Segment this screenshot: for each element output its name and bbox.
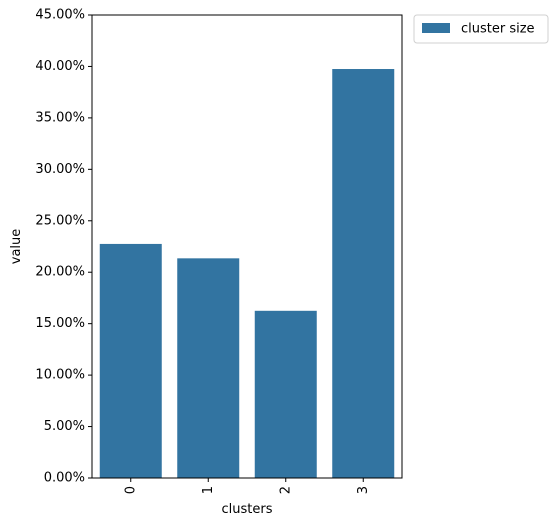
y-tick-label-9: 45.00%: [35, 8, 85, 23]
y-tick-label-1: 5.00%: [44, 419, 85, 434]
bars-group: [99, 69, 395, 479]
x-tick-label-2: 2: [278, 486, 293, 494]
x-axis: 0 1 2 3: [123, 478, 371, 494]
y-tick-label-5: 25.00%: [35, 213, 85, 228]
x-axis-title: clusters: [222, 502, 273, 517]
y-axis: 0.00% 5.00% 10.00% 15.00% 20.00% 25.00% 30.00%…: [35, 8, 92, 486]
legend-frame: [413, 14, 549, 44]
bar-3: [332, 69, 395, 479]
bar-2: [254, 310, 317, 478]
y-tick-label-2: 10.00%: [35, 368, 85, 383]
legend: cluster size: [413, 14, 549, 44]
x-tick-label-0: 0: [123, 486, 138, 494]
bar-0: [99, 243, 162, 478]
y-tick-label-3: 15.00%: [35, 316, 85, 331]
legend-label: cluster size: [461, 22, 535, 37]
x-tick-label-3: 3: [356, 486, 371, 494]
y-tick-label-6: 30.00%: [35, 162, 85, 177]
legend-swatch: [422, 23, 450, 33]
y-tick-label-0: 0.00%: [44, 471, 85, 486]
plot-frame: [91, 14, 403, 479]
y-axis-title: value: [9, 229, 24, 265]
bar-1: [177, 258, 240, 478]
y-tick-label-4: 20.00%: [35, 265, 85, 280]
y-tick-label-8: 40.00%: [35, 59, 85, 74]
y-tick-label-7: 35.00%: [35, 110, 85, 125]
x-tick-label-1: 1: [201, 486, 216, 494]
